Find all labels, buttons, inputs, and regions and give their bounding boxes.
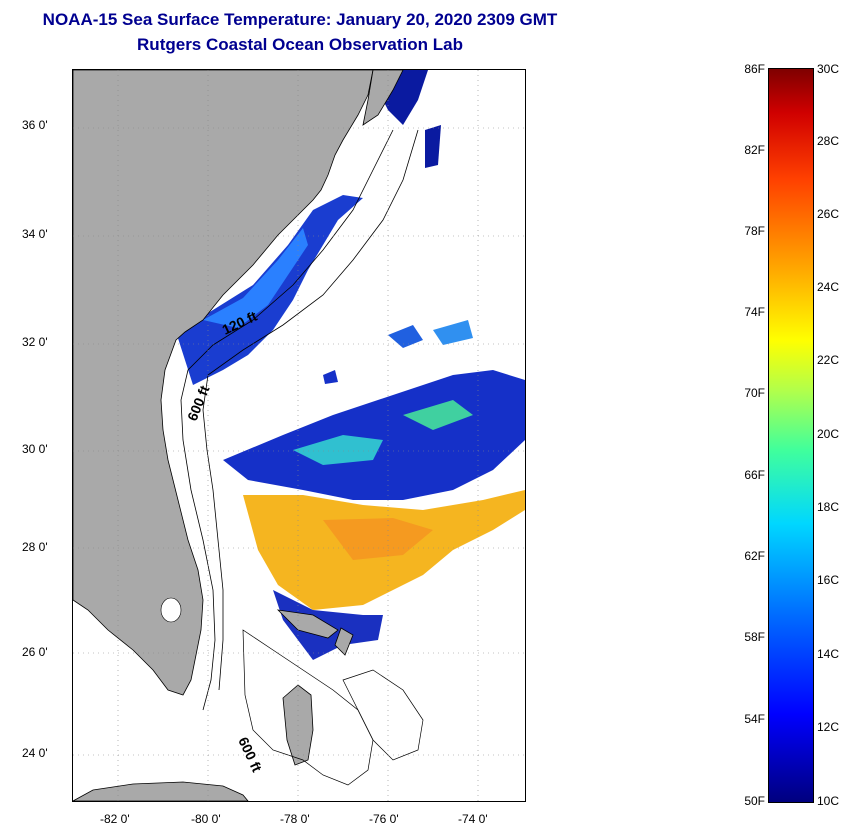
colorbar-c-20: 20C xyxy=(817,427,840,441)
lon-label-74: -74 0' xyxy=(458,812,488,826)
lat-label-26: 26 0' xyxy=(22,645,48,659)
land-grand-bahama xyxy=(276,609,339,639)
colorbar-f-62: 62F xyxy=(744,549,765,563)
sst-warm-orange xyxy=(323,518,433,560)
colorbar-c-10: 10C xyxy=(817,794,840,808)
colorbar-c-30: 30C xyxy=(817,62,840,76)
land-cuba xyxy=(73,781,249,801)
sst-speck-2 xyxy=(433,320,473,345)
colorbar-f-74: 74F xyxy=(744,305,765,319)
colorbar-f-78: 78F xyxy=(744,224,765,238)
graticule xyxy=(73,70,525,801)
colorbar-f-54: 54F xyxy=(744,712,765,726)
contour-label-600-south: 600 ft xyxy=(235,735,265,775)
lat-label-32: 32 0' xyxy=(22,335,48,349)
lon-label-80: -80 0' xyxy=(191,812,221,826)
colorbar-f-66: 66F xyxy=(744,468,765,482)
colorbar-f-70: 70F xyxy=(744,386,765,400)
land-outer-banks xyxy=(362,70,404,126)
temperature-colorbar xyxy=(768,68,814,803)
lat-label-24: 24 0' xyxy=(22,746,48,760)
contour-120ft xyxy=(180,129,394,711)
colorbar-c-12: 12C xyxy=(817,720,840,734)
sst-mid-cold xyxy=(223,370,525,500)
colorbar-f-50: 50F xyxy=(744,794,765,808)
colorbar-c-26: 26C xyxy=(817,207,840,221)
lon-label-82: -82 0' xyxy=(100,812,130,826)
colorbar-c-22: 22C xyxy=(817,353,840,367)
colorbar-c-28: 28C xyxy=(817,134,840,148)
map-subtitle: Rutgers Coastal Ocean Observation Lab xyxy=(137,35,463,54)
sst-coastal-light xyxy=(203,228,308,328)
land-abaco xyxy=(334,627,354,656)
sst-map: 120 ft 600 ft 600 ft xyxy=(72,69,526,802)
sst-speck-1 xyxy=(388,325,423,348)
land-mainland xyxy=(73,70,374,696)
sst-map-svg: 120 ft 600 ft 600 ft xyxy=(73,70,525,801)
lat-label-34: 34 0' xyxy=(22,227,48,241)
lake-okeechobee xyxy=(160,597,182,623)
colorbar-c-16: 16C xyxy=(817,573,840,587)
sst-mid-cyan2 xyxy=(403,400,473,430)
lon-label-78: -78 0' xyxy=(280,812,310,826)
sst-speck-3 xyxy=(323,370,338,384)
colorbar-c-14: 14C xyxy=(817,647,840,661)
contour-label-600-north: 600 ft xyxy=(184,383,213,423)
sst-swath xyxy=(176,70,525,660)
contour-bahamas-2 xyxy=(342,669,424,761)
colorbar-f-86: 86F xyxy=(744,62,765,76)
colorbar-c-18: 18C xyxy=(817,500,840,514)
colorbar-f-82: 82F xyxy=(744,143,765,157)
lat-label-36: 36 0' xyxy=(22,118,48,132)
map-title: NOAA-15 Sea Surface Temperature: January… xyxy=(42,10,558,29)
lat-label-30: 30 0' xyxy=(22,442,48,456)
colorbar-f-58: 58F xyxy=(744,630,765,644)
sst-patch-north2 xyxy=(425,125,441,168)
lon-label-76: -76 0' xyxy=(369,812,399,826)
lat-label-28: 28 0' xyxy=(22,540,48,554)
contour-bahamas xyxy=(242,629,374,786)
colorbar-c-24: 24C xyxy=(817,280,840,294)
sst-mid-cyan xyxy=(293,435,383,465)
